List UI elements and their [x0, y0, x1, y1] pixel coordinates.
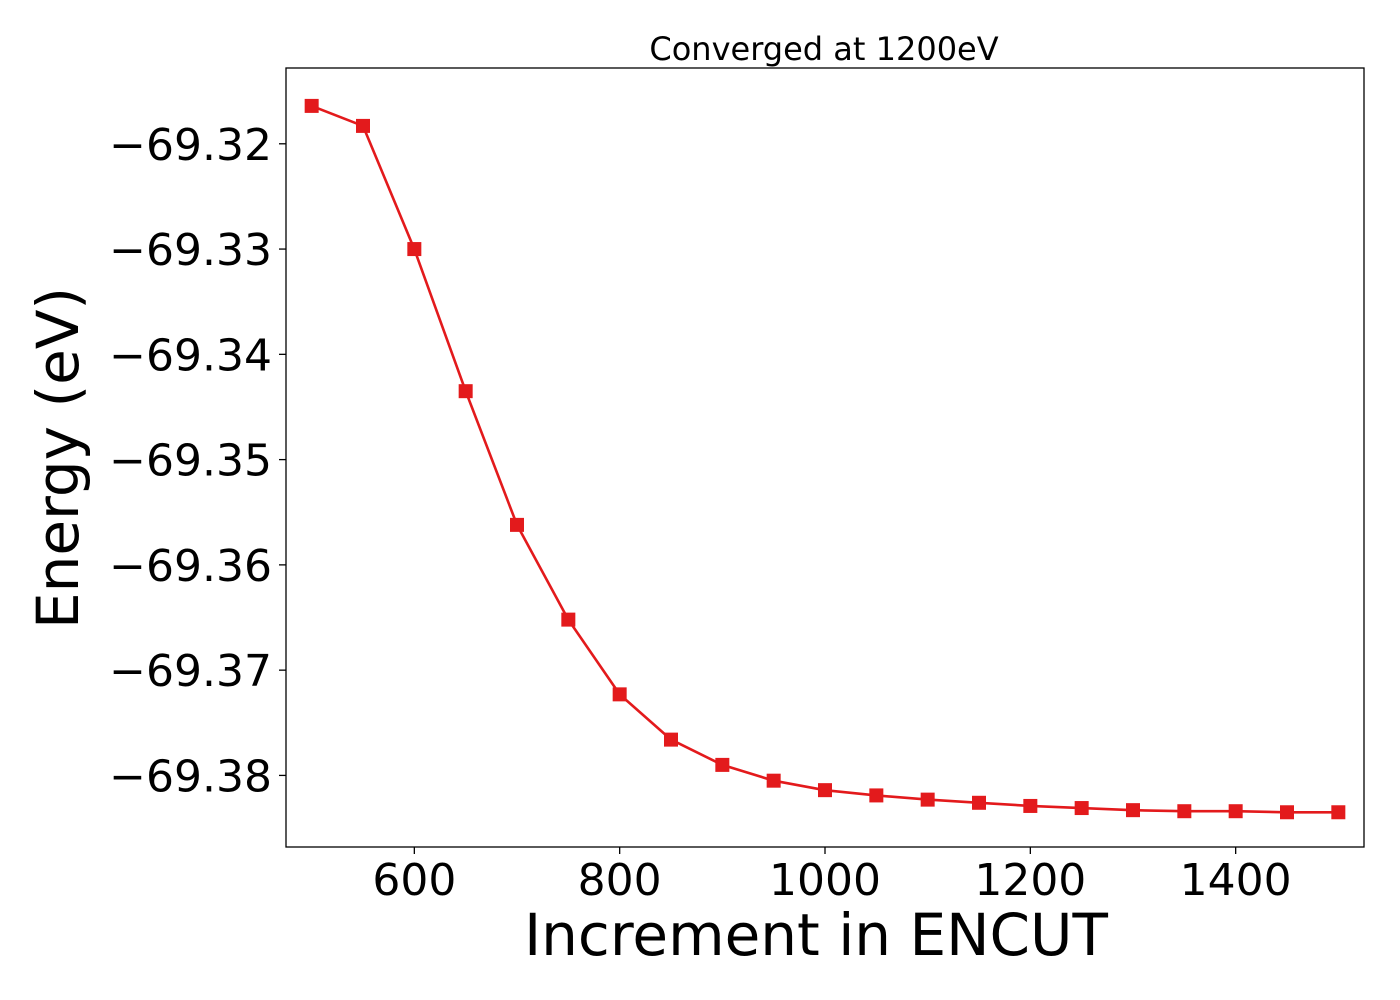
y-tick-label: −69.34 — [109, 330, 272, 381]
data-point-marker — [818, 783, 832, 798]
data-point-marker — [356, 118, 370, 133]
y-tick-label: −69.32 — [109, 120, 272, 171]
data-point-marker — [458, 384, 473, 399]
x-tick-label: 1400 — [1180, 855, 1292, 906]
data-point-marker — [664, 732, 678, 747]
data-point-marker — [1126, 803, 1140, 818]
y-tick-label: −69.37 — [109, 646, 272, 697]
data-point-marker — [1228, 804, 1243, 819]
x-tick-label: 600 — [372, 855, 456, 906]
data-point-marker — [1177, 804, 1192, 819]
data-point-marker — [612, 687, 627, 702]
y-tick-label: −69.35 — [109, 436, 272, 487]
data-point-marker — [972, 795, 986, 810]
data-point-marker — [407, 242, 422, 257]
data-point-marker — [304, 98, 319, 113]
data-series — [304, 98, 1346, 820]
data-point-marker — [1280, 805, 1294, 820]
x-tick-label: 1200 — [974, 855, 1086, 906]
x-axis-ticks: 600 800 1000 1200 1400 — [372, 847, 1292, 906]
y-tick-label: −69.33 — [109, 225, 272, 276]
y-axis-ticks: −69.32 −69.33 −69.34 −69.35 −69.36 −69.37 −69.… — [109, 120, 286, 802]
data-point-marker — [510, 517, 524, 532]
data-point-marker — [920, 792, 935, 807]
y-tick-label: −69.36 — [109, 541, 272, 592]
series-line — [311, 104, 1339, 814]
data-point-marker — [561, 612, 576, 627]
data-point-marker — [1023, 798, 1038, 813]
y-axis-label: Energy (eV) — [24, 287, 92, 629]
data-point-marker — [1074, 801, 1089, 816]
data-point-marker — [869, 788, 884, 803]
x-axis-label: Increment in ENCUT — [524, 901, 1108, 969]
x-tick-label: 800 — [578, 855, 662, 906]
x-tick-label: 1000 — [769, 855, 881, 906]
y-tick-label: −69.38 — [109, 751, 272, 802]
data-point-marker — [1331, 805, 1346, 820]
plot-area-frame — [285, 67, 1365, 848]
data-point-marker — [715, 757, 730, 772]
chart-title: Converged at 1200eV — [649, 30, 998, 68]
data-point-marker — [766, 773, 781, 788]
